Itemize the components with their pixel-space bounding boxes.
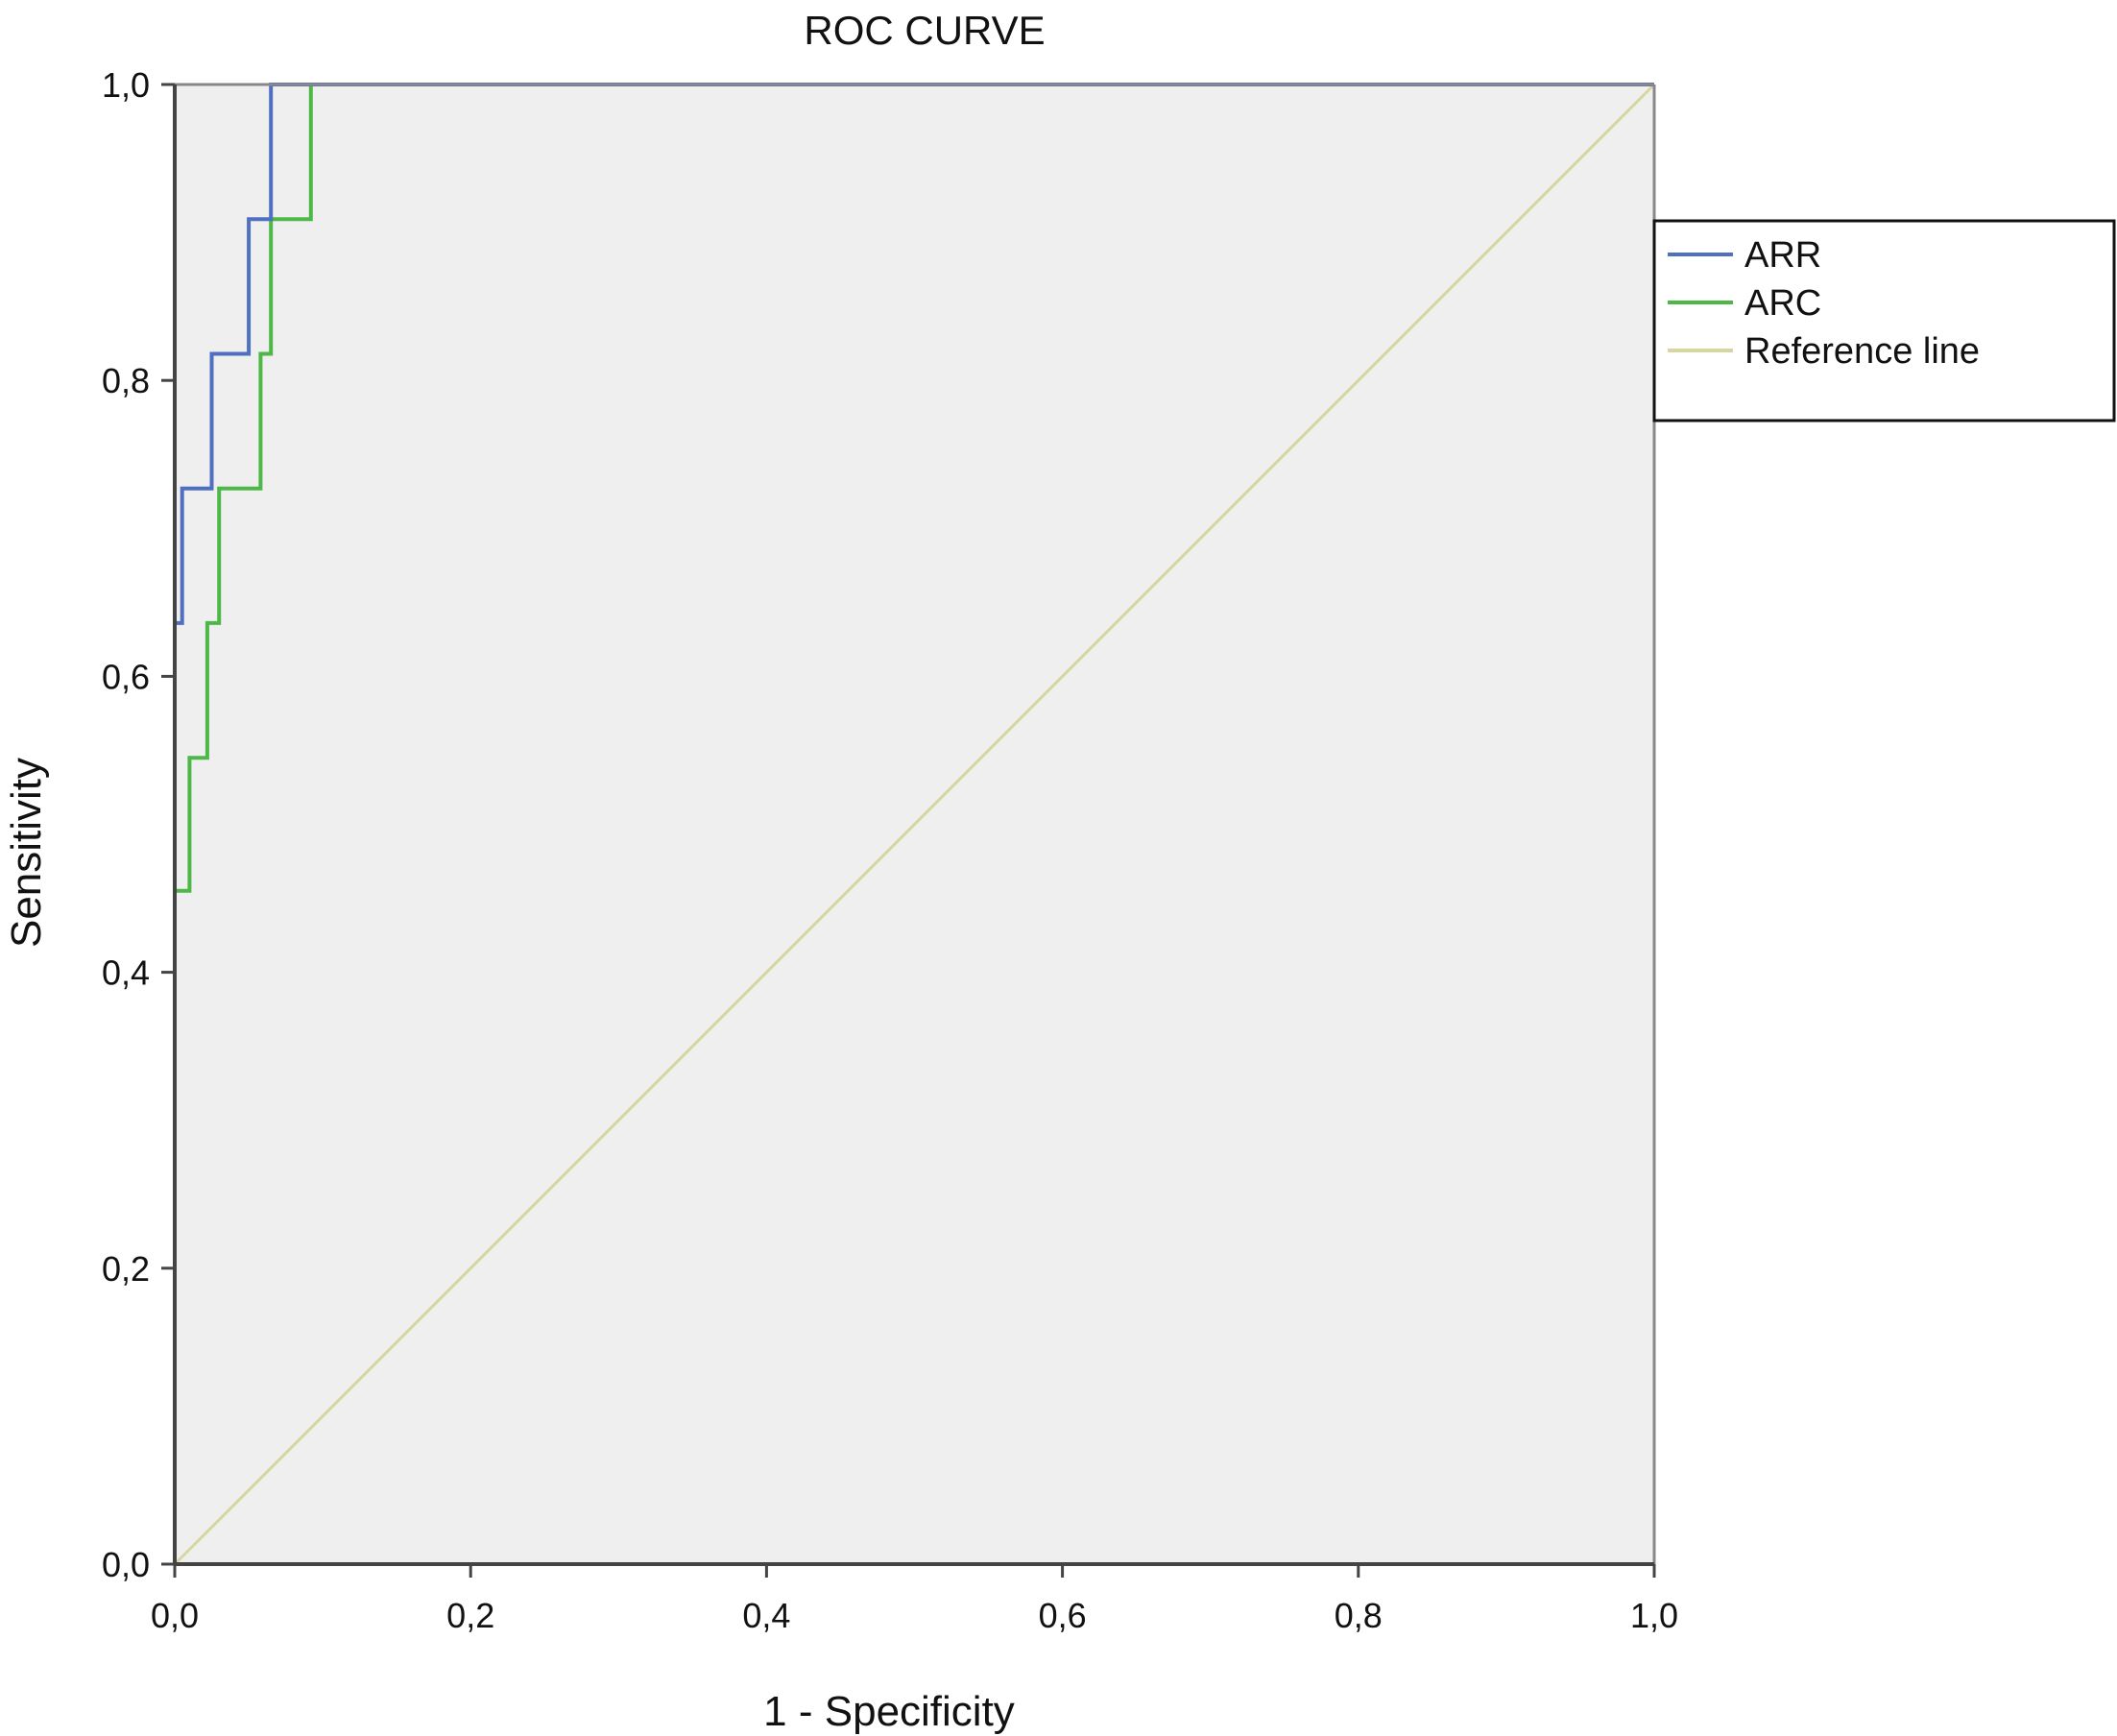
y-axis-label: Sensitivity [3,758,50,948]
series-line-arc [173,83,1654,1564]
legend: ARR ARC Reference line [1652,219,2116,422]
x-tick-label: 0,4 [742,1596,790,1635]
legend-label-arr: ARR [1744,235,1821,276]
x-tick-label: 1,0 [1630,1596,1678,1635]
x-tick-label: 0,2 [446,1596,494,1635]
y-tick-label: 0,8 [102,361,150,400]
y-tick-label: 0,4 [102,953,150,993]
x-tick-label: 0,6 [1039,1596,1087,1635]
x-axis-label: 1 - Specificity [763,1688,1015,1735]
y-tick-label: 0,0 [102,1545,150,1584]
legend-label-arc: ARC [1744,283,1821,324]
legend-label-reference-line: Reference line [1744,331,1980,372]
x-axis-ticks: 0,0 0,2 0,4 0,6 0,8 1,0 [151,1564,1678,1635]
x-tick-label: 0,0 [151,1596,199,1635]
chart-title: ROC CURVE [804,8,1045,53]
y-tick-label: 0,2 [102,1249,150,1289]
y-axis-ticks: 0,0 0,2 0,4 0,6 0,8 1,0 [102,65,175,1584]
y-tick-label: 0,6 [102,657,150,696]
legend-box [1652,219,2116,422]
y-tick-label: 1,0 [102,65,150,105]
series-layer [173,83,1656,1566]
series-line-reference-line [173,83,1656,1566]
series-line-arr [173,83,1654,1564]
x-tick-label: 0,8 [1335,1596,1383,1635]
